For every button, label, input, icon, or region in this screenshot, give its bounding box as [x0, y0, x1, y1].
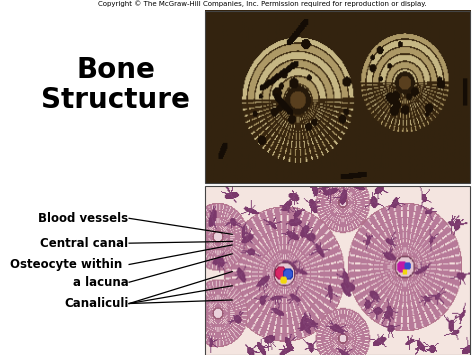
Text: Bone
Structure: Bone Structure [41, 56, 190, 114]
Text: a lacuna: a lacuna [73, 276, 128, 289]
Text: Blood vessels: Blood vessels [38, 212, 128, 225]
Bar [205, 11, 470, 183]
Text: Canaliculi: Canaliculi [64, 297, 128, 310]
Text: Central canal: Central canal [40, 237, 128, 250]
Bar [205, 186, 470, 355]
Text: Osteocyte within: Osteocyte within [9, 258, 122, 271]
Text: Copyright © The McGraw-Hill Companies, Inc. Permission required for reproduction: Copyright © The McGraw-Hill Companies, I… [98, 1, 426, 7]
